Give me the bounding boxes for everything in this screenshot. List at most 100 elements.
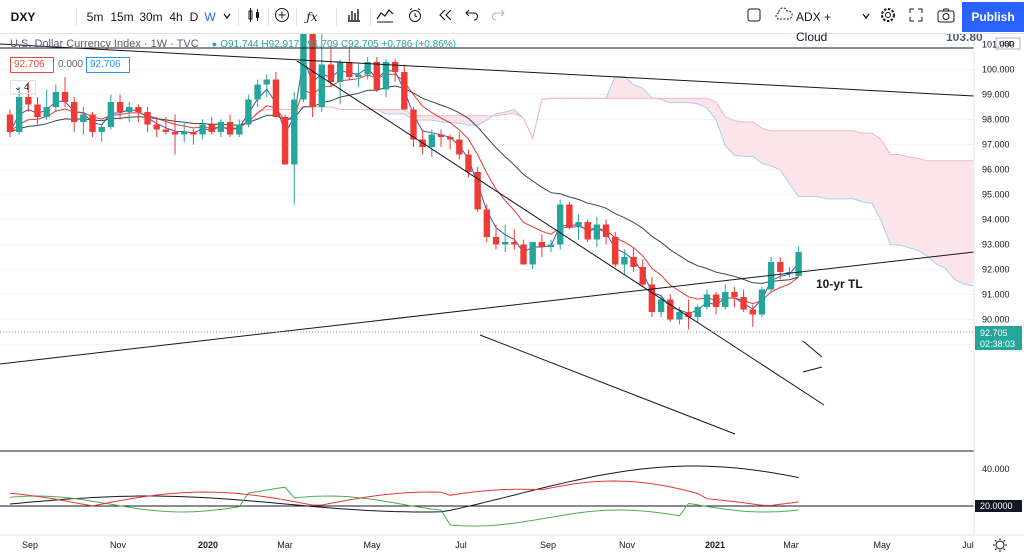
axis-settings-gear-icon (993, 538, 1007, 552)
template-chevron-down-icon[interactable] (860, 7, 872, 27)
di-plus-line (9, 486, 799, 527)
candle-body (712, 294, 720, 307)
candle-body (758, 289, 766, 315)
legend-ohlc: O91.744 H92.917 L91.709 C92.705 +0.786 (… (220, 39, 456, 50)
candle-body (208, 124, 215, 132)
candle-body (483, 209, 491, 237)
candle-body (153, 124, 160, 130)
chart-axes: USD103.80103.000102.000101.000100.00099.… (0, 34, 1024, 555)
adx-line (9, 465, 799, 513)
legend-collapse-toggle[interactable]: ⌄ 4 (10, 80, 36, 94)
candles-icon[interactable] (244, 7, 264, 27)
candle-body (318, 64, 325, 107)
camera-icon[interactable] (936, 7, 956, 27)
settings-gear-icon[interactable] (878, 7, 898, 27)
interval-dropdown-chevron-down-icon[interactable] (220, 7, 234, 27)
candle-body (70, 102, 78, 122)
candlesticks (6, 34, 802, 330)
candle-body (795, 251, 802, 276)
alert-clock-icon[interactable] (404, 7, 426, 27)
candle-body (492, 237, 500, 245)
interval-4h[interactable]: 4h (169, 10, 183, 24)
candle-body (98, 127, 105, 132)
interval-d[interactable]: D (189, 10, 199, 24)
candle-body (80, 114, 87, 122)
undo-icon[interactable] (462, 7, 482, 27)
candle-body (382, 62, 390, 90)
interval-15m[interactable]: 15m (110, 10, 134, 24)
candle-body (217, 122, 225, 132)
chevron-down-icon: ⌄ (14, 82, 25, 92)
compare-plus-icon[interactable] (272, 7, 292, 27)
candle-body (336, 62, 344, 82)
price-tick-label: 95.000 (982, 190, 1010, 200)
candle-body (107, 102, 115, 127)
candle-body (116, 102, 124, 112)
last-price-tag (975, 326, 1022, 350)
trendlines: 10-yr TL (0, 43, 975, 435)
candle-body (731, 292, 738, 297)
interval-5m[interactable]: 5m (86, 10, 104, 24)
symbol-search[interactable]: DXY (10, 10, 36, 24)
candle-body (245, 99, 252, 125)
ma-slow (9, 85, 799, 284)
replay-icon[interactable] (434, 7, 456, 27)
interval-w[interactable]: W (204, 10, 216, 24)
candle-body (410, 109, 417, 140)
candle-body (327, 64, 335, 82)
candle-body (520, 244, 527, 265)
layout-square-icon[interactable] (744, 7, 764, 27)
currency-label: USD (999, 41, 1014, 48)
toolbar-divider (336, 8, 337, 26)
candle-body (584, 222, 591, 240)
ma-value-2: 0.000 (58, 59, 84, 70)
candle-body (263, 79, 270, 85)
candle-body (694, 307, 701, 317)
di-minus-line (9, 480, 799, 507)
level-tag-label: 20.0000 (980, 501, 1013, 511)
candle-body (465, 154, 472, 172)
candle-body (749, 309, 756, 315)
price-axis-bg (974, 34, 1024, 555)
candle-body (364, 62, 371, 75)
candle-body (593, 224, 601, 240)
candle-body (557, 204, 564, 245)
lower-channel-line (479, 334, 736, 435)
candle-body (190, 132, 197, 135)
toolbar-divider (296, 8, 297, 26)
candle-body (639, 267, 646, 285)
candle-body (373, 62, 380, 90)
time-tick-label: Nov (110, 540, 127, 550)
ma-value-1: 92.706 (10, 57, 54, 73)
candle-body (676, 312, 683, 320)
candle-body (135, 107, 142, 112)
candle-body (529, 242, 536, 265)
candle-body (144, 112, 151, 125)
time-tick-label: Sep (22, 540, 38, 550)
candle-body (685, 312, 692, 317)
time-tick-label: 2021 (705, 540, 725, 550)
price-chart[interactable]: 10-yr TL USD103.80103.000102.000101.0001… (0, 34, 1024, 555)
candle-body (648, 284, 656, 312)
redo-icon[interactable] (488, 7, 508, 27)
publish-button[interactable]: Publish (962, 2, 1024, 32)
top-price-label: 103.80 (946, 34, 983, 44)
candle-body (511, 242, 518, 245)
indicators-fx-icon[interactable]: ƒx (306, 10, 318, 24)
financials-icon[interactable] (344, 7, 364, 27)
indicator-template-label[interactable]: ADX + Cloud (796, 10, 832, 44)
interval-30m[interactable]: 30m (139, 10, 163, 24)
candle-body (612, 237, 619, 265)
templates-icon[interactable] (374, 7, 396, 27)
fullscreen-icon[interactable] (906, 7, 926, 27)
time-tick-label: Jul (962, 540, 974, 550)
candle-body (437, 134, 445, 137)
candle-body (501, 242, 509, 245)
countdown-label: 02:38:03 (980, 339, 1015, 349)
candle-body (89, 114, 96, 132)
candle-body (777, 262, 784, 272)
trendline-annotation: 10-yr TL (816, 277, 863, 291)
candle-body (236, 124, 243, 135)
candle-body (6, 114, 14, 132)
toolbar-divider (76, 8, 77, 26)
